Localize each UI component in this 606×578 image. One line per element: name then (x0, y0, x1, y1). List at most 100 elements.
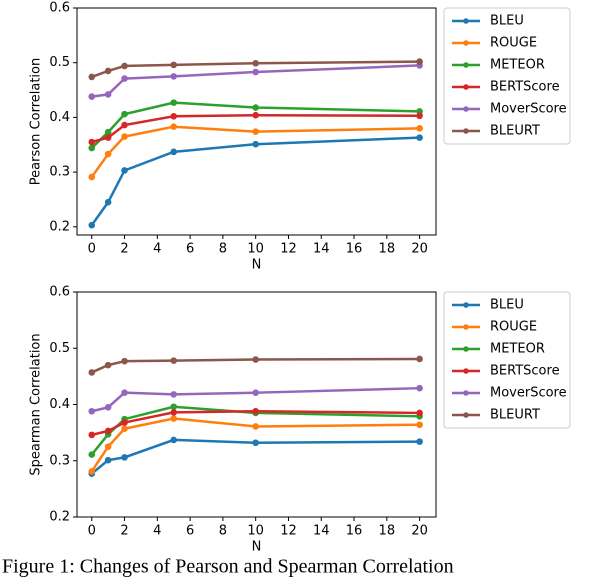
point (121, 389, 128, 396)
point (104, 404, 112, 411)
point (88, 369, 96, 376)
x-tick-label: 14 (313, 242, 330, 257)
x-tick-label: 0 (88, 242, 96, 257)
point (170, 148, 178, 156)
point (121, 62, 128, 70)
point (121, 419, 128, 426)
legend-label: ROUGE (490, 320, 537, 335)
point (170, 357, 178, 364)
point (416, 384, 423, 392)
point (416, 355, 423, 363)
point (252, 407, 259, 415)
point (104, 67, 112, 75)
point (88, 93, 96, 100)
legend-marker (463, 302, 469, 308)
series-line (90, 136, 420, 226)
point (88, 144, 96, 152)
series-line (90, 405, 420, 456)
legend-marker (463, 390, 469, 396)
point (104, 456, 112, 464)
point (88, 431, 96, 439)
point (170, 123, 178, 130)
legend-marker (463, 346, 469, 352)
legend-marker (463, 128, 469, 134)
point (252, 439, 259, 447)
point (121, 75, 128, 82)
legend-marker (463, 368, 469, 374)
point (252, 140, 259, 148)
x-tick-label: 18 (379, 242, 396, 257)
point (252, 128, 259, 135)
legend-label: BLEURT (490, 124, 540, 139)
legend-label: BLEURT (490, 408, 540, 423)
legend-label: METEOR (490, 342, 545, 357)
legend-marker (463, 18, 469, 24)
point (252, 68, 259, 76)
x-tick-label: 20 (411, 242, 428, 257)
point (252, 59, 259, 67)
x-tick-label: 14 (313, 524, 330, 539)
y-tick-label: 0.3 (49, 165, 70, 180)
point (88, 407, 96, 415)
x-tick-label: 10 (247, 242, 264, 257)
y-tick-label: 0.2 (49, 510, 70, 525)
point (104, 427, 112, 435)
point (104, 150, 112, 158)
x-tick-label: 2 (120, 242, 128, 257)
point (170, 403, 178, 411)
point (416, 409, 423, 417)
point (252, 423, 259, 430)
point (170, 415, 178, 422)
point (416, 134, 423, 141)
series-line (90, 125, 420, 178)
series-line (90, 438, 420, 475)
x-tick-label: 6 (186, 242, 194, 257)
x-tick-label: 6 (186, 524, 194, 539)
legend-label: BLEU (490, 14, 524, 29)
legend-marker (463, 40, 469, 46)
y-axis-label: Pearson Correlation (29, 58, 44, 185)
y-tick-label: 0.4 (49, 397, 70, 412)
point (121, 454, 128, 461)
point (170, 391, 178, 398)
y-tick-label: 0.4 (49, 110, 70, 125)
x-axis-label: N (252, 540, 262, 555)
x-tick-label: 12 (280, 524, 297, 539)
point (104, 443, 112, 450)
x-tick-label: 2 (120, 524, 128, 539)
point (252, 389, 259, 396)
point (88, 468, 96, 475)
point (170, 113, 178, 120)
legend-marker (463, 412, 469, 418)
series-line (90, 417, 420, 473)
y-tick-label: 0.2 (49, 219, 70, 234)
point (170, 436, 178, 444)
point (88, 221, 96, 229)
x-tick-label: 4 (153, 242, 161, 257)
point (252, 356, 259, 363)
point (170, 73, 178, 80)
x-tick-label: 18 (379, 524, 396, 539)
x-tick-label: 8 (219, 524, 227, 539)
x-tick-label: 16 (346, 524, 363, 539)
point (121, 425, 128, 432)
series-line (90, 101, 420, 149)
point (252, 111, 259, 119)
x-tick-label: 0 (88, 524, 96, 539)
x-tick-label: 8 (219, 242, 227, 257)
x-tick-label: 10 (247, 524, 264, 539)
legend-marker (463, 324, 469, 330)
point (88, 73, 96, 81)
x-tick-label: 12 (280, 242, 297, 257)
point (170, 61, 178, 69)
point (416, 421, 423, 429)
legend-label: BERTScore (490, 80, 560, 95)
point (88, 138, 96, 146)
point (121, 121, 128, 129)
point (416, 125, 423, 132)
point (121, 133, 128, 140)
x-tick-label: 16 (346, 242, 363, 257)
point (88, 173, 96, 181)
point (104, 361, 112, 369)
point (88, 451, 96, 458)
